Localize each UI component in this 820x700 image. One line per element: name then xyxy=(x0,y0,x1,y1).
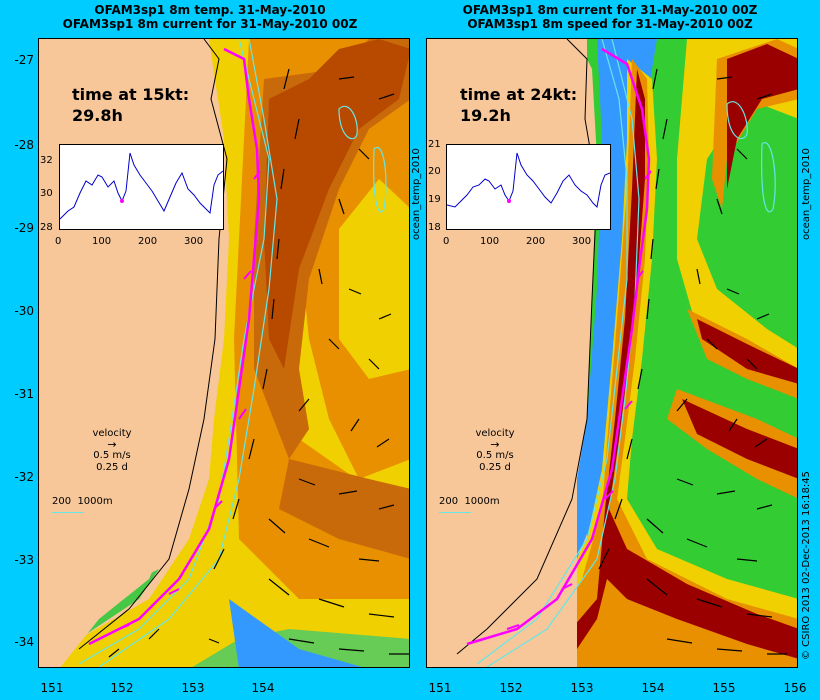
left-time-text: time at 15kt: xyxy=(72,85,190,104)
x-tick-left-153: 153 xyxy=(181,681,205,695)
right-time-text: time at 24kt: xyxy=(460,85,578,104)
left-inset-xtick-300: 300 xyxy=(184,236,204,247)
right-inset-side-label: ocean_temp_2010 xyxy=(801,148,812,240)
right-inset-xtick-0: 0 xyxy=(443,236,450,247)
left-inset-timeseries xyxy=(59,152,224,220)
right-inset-xtick-300: 300 xyxy=(572,236,592,247)
left-arrow-icon: → xyxy=(107,438,117,451)
y-tick-27: -27 xyxy=(14,53,34,67)
current-vectors-right xyxy=(598,68,787,655)
right-arrow-icon: → xyxy=(490,438,500,451)
y-tick-30: -30 xyxy=(14,304,34,318)
right-time-value: 19.2h xyxy=(460,106,511,125)
right-inset-ytick-19: 19 xyxy=(428,194,441,205)
right-velocity-legend: velocity → 0.5 m/s 0.25 d xyxy=(465,428,525,474)
right-title-line1: OFAM3sp1 8m current for 31-May-2010 00Z xyxy=(462,3,758,17)
right-title: OFAM3sp1 8m current for 31-May-2010 00Z … xyxy=(440,3,780,31)
left-inset-ytick-32: 32 xyxy=(40,155,53,166)
x-tick-left-151: 151 xyxy=(40,681,64,695)
left-inset-ytick-30: 30 xyxy=(40,188,53,199)
left-duration-label: 0.25 d xyxy=(96,462,128,473)
ship-route xyxy=(88,47,261,646)
x-tick-left-152: 152 xyxy=(110,681,134,695)
left-time-value: 29.8h xyxy=(72,106,123,125)
x-tick-right-151: 151 xyxy=(428,681,452,695)
temperature-map xyxy=(39,39,409,667)
right-inset-ytick-21: 21 xyxy=(428,139,441,150)
speed-map xyxy=(427,39,797,667)
left-depth-legend: 200 1000m xyxy=(52,496,113,507)
left-velocity-legend: velocity → 0.5 m/s 0.25 d xyxy=(82,428,142,474)
right-time-label: time at 24kt: 19.2h xyxy=(460,84,577,126)
left-inset-side-label: ocean_temp_2010 xyxy=(411,148,422,240)
left-title: OFAM3sp1 8m temp. 31-May-2010 OFAM3sp1 8… xyxy=(60,3,360,31)
left-map-panel xyxy=(38,38,410,668)
right-inset-xtick-200: 200 xyxy=(526,236,546,247)
right-inset-plot xyxy=(446,144,611,230)
right-inset-ytick-18: 18 xyxy=(428,222,441,233)
left-title-line1: OFAM3sp1 8m temp. 31-May-2010 xyxy=(94,3,326,17)
left-time-label: time at 15kt: 29.8h xyxy=(72,84,189,126)
left-inset-xtick-100: 100 xyxy=(92,236,112,247)
right-depth-line xyxy=(439,512,471,513)
y-tick-34: -34 xyxy=(14,635,34,649)
right-inset-xtick-100: 100 xyxy=(480,236,500,247)
x-tick-right-156: 156 xyxy=(783,681,807,695)
ship-route-right xyxy=(466,47,651,646)
right-depth-legend: 200 1000m xyxy=(439,496,500,507)
left-depth-line xyxy=(52,512,84,513)
left-inset-xtick-0: 0 xyxy=(55,236,62,247)
x-tick-right-152: 152 xyxy=(499,681,523,695)
y-tick-29: -29 xyxy=(14,221,34,235)
right-velocity-label: velocity xyxy=(475,428,515,439)
right-duration-label: 0.25 d xyxy=(479,462,511,473)
right-title-line2: OFAM3sp1 8m speed for 31-May-2010 00Z xyxy=(467,17,753,31)
right-inset-timeseries xyxy=(446,152,611,209)
x-tick-right-155: 155 xyxy=(712,681,736,695)
left-inset-xtick-200: 200 xyxy=(138,236,158,247)
left-velocity-label: velocity xyxy=(92,428,132,439)
right-map-panel xyxy=(426,38,798,668)
y-tick-31: -31 xyxy=(14,387,34,401)
y-tick-33: -33 xyxy=(14,553,34,567)
left-inset-plot xyxy=(59,144,224,230)
right-speed-label: 0.5 m/s xyxy=(476,450,514,461)
x-tick-right-153: 153 xyxy=(570,681,594,695)
x-tick-left-154: 154 xyxy=(251,681,275,695)
current-vectors xyxy=(108,68,409,658)
y-tick-32: -32 xyxy=(14,470,34,484)
x-tick-right-154: 154 xyxy=(641,681,665,695)
left-title-line2: OFAM3sp1 8m current for 31-May-2010 00Z xyxy=(62,17,358,31)
left-inset-ytick-28: 28 xyxy=(40,222,53,233)
right-inset-ytick-20: 20 xyxy=(428,166,441,177)
credit-label: © CSIRO 2013 02-Dec-2013 16:18:45 xyxy=(801,471,812,660)
y-tick-28: -28 xyxy=(14,138,34,152)
left-speed-label: 0.5 m/s xyxy=(93,450,131,461)
